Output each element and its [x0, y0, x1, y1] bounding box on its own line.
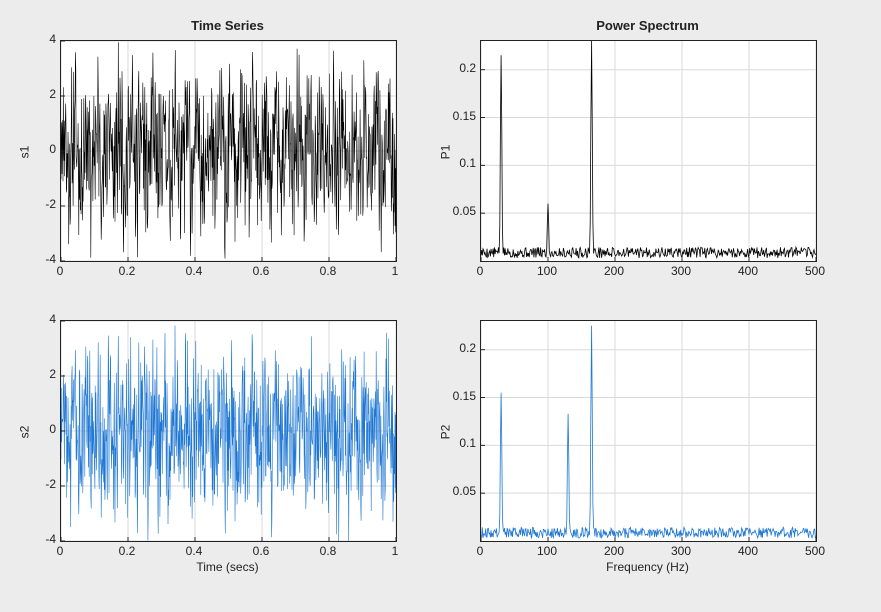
axes-s2-time	[60, 320, 397, 542]
ytick-label: 4	[18, 312, 56, 326]
axes-p1-spectrum	[480, 40, 817, 262]
axes-s1-time	[60, 40, 397, 262]
xtick-label: 0.8	[310, 264, 346, 278]
ytick-label: 0.05	[438, 484, 476, 498]
ytick-label: 0.2	[438, 61, 476, 75]
ytick-label: 0.15	[438, 109, 476, 123]
xtick-label: 400	[730, 544, 766, 558]
xtick-label: 0	[42, 544, 78, 558]
xtick-label: 0	[42, 264, 78, 278]
axes-p2-spectrum	[480, 320, 817, 542]
ytick-label: 0.1	[438, 156, 476, 170]
ytick-label: 0.15	[438, 389, 476, 403]
xtick-label: 0.4	[176, 544, 212, 558]
ytick-label: 0.2	[438, 341, 476, 355]
xtick-label: 1	[377, 264, 413, 278]
ytick-label: -4	[18, 532, 56, 546]
xtick-label: 200	[596, 544, 632, 558]
series-line	[481, 326, 816, 538]
series-line	[61, 326, 396, 542]
xtick-label: 300	[663, 264, 699, 278]
ytick-label: -2	[18, 477, 56, 491]
figure: Time Series Power Spectrum s1 P1 s2 P2 T…	[0, 0, 881, 612]
xtick-label: 0	[462, 544, 498, 558]
xtick-label: 500	[797, 264, 833, 278]
xtick-label: 100	[529, 264, 565, 278]
ytick-label: -4	[18, 252, 56, 266]
ytick-label: -2	[18, 197, 56, 211]
xtick-label: 0	[462, 264, 498, 278]
xtick-label: 400	[730, 264, 766, 278]
xtick-label: 0.2	[109, 544, 145, 558]
series-line	[481, 41, 816, 258]
xtick-label: 0.8	[310, 544, 346, 558]
xtick-label: 0.4	[176, 264, 212, 278]
title-time-series: Time Series	[60, 18, 395, 33]
ytick-label: 0	[18, 422, 56, 436]
xtick-label: 300	[663, 544, 699, 558]
xlabel-time: Time (secs)	[60, 560, 395, 574]
series-line	[61, 42, 396, 258]
ytick-label: 0	[18, 142, 56, 156]
ytick-label: 0.05	[438, 204, 476, 218]
xtick-label: 0.6	[243, 264, 279, 278]
title-power-spectrum: Power Spectrum	[480, 18, 815, 33]
ytick-label: 2	[18, 367, 56, 381]
xtick-label: 0.6	[243, 544, 279, 558]
xtick-label: 200	[596, 264, 632, 278]
xtick-label: 0.2	[109, 264, 145, 278]
ytick-label: 2	[18, 87, 56, 101]
ytick-label: 0.1	[438, 436, 476, 450]
xtick-label: 1	[377, 544, 413, 558]
xtick-label: 100	[529, 544, 565, 558]
ytick-label: 4	[18, 32, 56, 46]
xlabel-freq: Frequency (Hz)	[480, 560, 815, 574]
xtick-label: 500	[797, 544, 833, 558]
